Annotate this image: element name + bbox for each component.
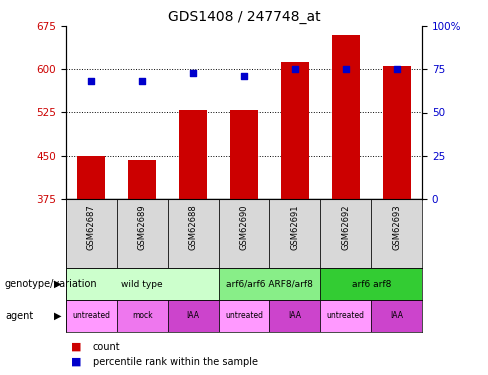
Title: GDS1408 / 247748_at: GDS1408 / 247748_at xyxy=(168,10,320,24)
Text: untreated: untreated xyxy=(327,311,365,320)
Point xyxy=(189,70,197,76)
Text: count: count xyxy=(93,342,121,352)
Bar xyxy=(66,199,117,268)
Bar xyxy=(168,199,219,268)
Text: genotype/variation: genotype/variation xyxy=(5,279,98,289)
Bar xyxy=(269,199,320,268)
Bar xyxy=(117,300,168,332)
Bar xyxy=(320,268,422,300)
Text: ■: ■ xyxy=(71,357,81,367)
Text: IAA: IAA xyxy=(390,311,403,320)
Text: ▶: ▶ xyxy=(54,311,61,321)
Bar xyxy=(269,300,320,332)
Text: ■: ■ xyxy=(71,342,81,352)
Point xyxy=(393,66,401,72)
Text: mock: mock xyxy=(132,311,153,320)
Text: ▶: ▶ xyxy=(54,279,61,289)
Text: GSM62693: GSM62693 xyxy=(392,204,401,250)
Bar xyxy=(219,300,269,332)
Text: wild type: wild type xyxy=(122,280,163,289)
Bar xyxy=(66,268,219,300)
Point xyxy=(291,66,299,72)
Point xyxy=(138,78,146,84)
Bar xyxy=(320,300,371,332)
Bar xyxy=(320,199,371,268)
Text: untreated: untreated xyxy=(225,311,263,320)
Text: GSM62692: GSM62692 xyxy=(341,204,350,250)
Point xyxy=(342,66,350,72)
Point xyxy=(87,78,95,84)
Point xyxy=(240,73,248,79)
Bar xyxy=(219,268,320,300)
Bar xyxy=(117,199,168,268)
Bar xyxy=(66,300,117,332)
Bar xyxy=(332,35,360,199)
Text: percentile rank within the sample: percentile rank within the sample xyxy=(93,357,258,367)
Bar xyxy=(281,63,309,199)
Text: GSM62691: GSM62691 xyxy=(290,204,300,250)
Text: GSM62690: GSM62690 xyxy=(240,204,248,250)
Text: agent: agent xyxy=(5,311,33,321)
Bar xyxy=(230,110,258,199)
Text: GSM62689: GSM62689 xyxy=(138,204,147,250)
Bar xyxy=(179,110,207,199)
Text: arf6/arf6 ARF8/arf8: arf6/arf6 ARF8/arf8 xyxy=(226,280,313,289)
Bar xyxy=(383,66,411,199)
Text: GSM62687: GSM62687 xyxy=(87,204,96,250)
Bar xyxy=(77,156,105,199)
Text: IAA: IAA xyxy=(288,311,302,320)
Text: untreated: untreated xyxy=(72,311,110,320)
Bar xyxy=(219,199,269,268)
Text: IAA: IAA xyxy=(186,311,200,320)
Bar xyxy=(371,300,422,332)
Text: arf6 arf8: arf6 arf8 xyxy=(351,280,391,289)
Bar xyxy=(168,300,219,332)
Bar xyxy=(371,199,422,268)
Text: GSM62688: GSM62688 xyxy=(188,204,198,250)
Bar xyxy=(128,160,156,199)
